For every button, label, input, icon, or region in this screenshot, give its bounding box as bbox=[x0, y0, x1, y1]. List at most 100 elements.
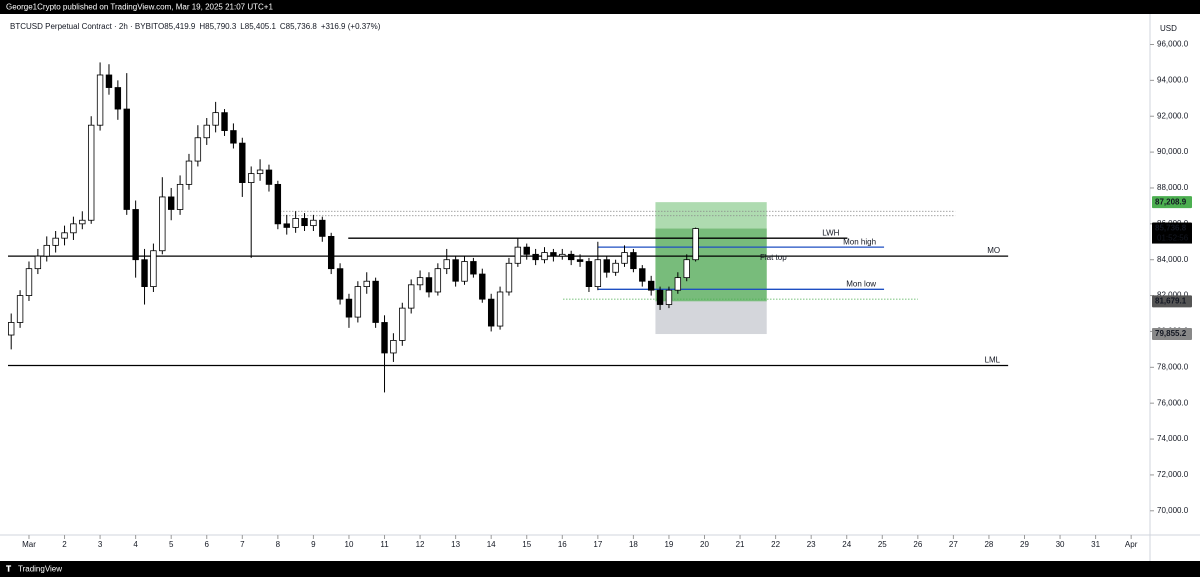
candle-body bbox=[212, 112, 219, 126]
candle-body bbox=[372, 280, 379, 323]
legend-value: O85,419.9 bbox=[158, 22, 196, 31]
level-label: Mon low bbox=[846, 279, 876, 288]
candle-body bbox=[665, 289, 673, 305]
x-tick-label: 28 bbox=[984, 540, 993, 549]
candle-body bbox=[310, 219, 317, 227]
legend-value: +316.9 (+0.37%) bbox=[321, 22, 381, 31]
legend-value: L85,405.1 bbox=[240, 22, 276, 31]
candle-body bbox=[416, 277, 424, 286]
candle-body bbox=[390, 340, 397, 354]
candle-body bbox=[16, 295, 24, 323]
chart-bg bbox=[0, 14, 1200, 561]
x-tick-label: 6 bbox=[205, 540, 210, 549]
candle-body bbox=[194, 137, 202, 162]
y-tick-label: 90,000.0 bbox=[1157, 147, 1189, 156]
candle-body bbox=[283, 223, 290, 228]
candle-body bbox=[425, 277, 433, 293]
price-label-bg bbox=[1152, 295, 1192, 308]
x-tick-label: 13 bbox=[451, 540, 460, 549]
x-tick-label: 26 bbox=[913, 540, 922, 549]
candle-body bbox=[576, 259, 584, 262]
candle-body bbox=[114, 87, 122, 110]
x-tick-label: 30 bbox=[1056, 540, 1065, 549]
candle-body bbox=[647, 280, 655, 291]
x-tick-label: Apr bbox=[1125, 540, 1138, 549]
price-label: 85,736.8 bbox=[1155, 224, 1187, 233]
brand-logo: 𝐓 bbox=[6, 565, 12, 574]
legend-value: H85,790.3 bbox=[199, 22, 236, 31]
y-tick-label: 78,000.0 bbox=[1157, 362, 1189, 371]
candle-body bbox=[532, 253, 539, 261]
price-label-bg bbox=[1152, 328, 1192, 341]
price-label: 87,208.9 bbox=[1155, 197, 1187, 206]
candle-body bbox=[523, 246, 530, 255]
level-label: LML bbox=[985, 356, 1001, 365]
x-tick-label: 7 bbox=[240, 540, 245, 549]
candle-body bbox=[87, 124, 95, 221]
x-tick-label: 27 bbox=[949, 540, 958, 549]
candle-body bbox=[345, 298, 353, 318]
candle-body bbox=[203, 124, 210, 139]
candle-body bbox=[470, 261, 477, 275]
y-tick-label: 70,000.0 bbox=[1157, 506, 1189, 515]
x-tick-label: 16 bbox=[558, 540, 567, 549]
y-tick-label: 74,000.0 bbox=[1157, 434, 1189, 443]
candle-body bbox=[656, 289, 664, 305]
candle-body bbox=[7, 322, 15, 336]
x-tick-label: 31 bbox=[1091, 540, 1100, 549]
x-tick-label: 18 bbox=[629, 540, 638, 549]
x-tick-label: Mar bbox=[22, 540, 36, 549]
y-tick-label: 84,000.0 bbox=[1157, 255, 1189, 264]
candle-body bbox=[123, 108, 130, 210]
candle-body bbox=[354, 286, 362, 318]
candle-body bbox=[221, 112, 228, 131]
candle-body bbox=[141, 259, 148, 288]
plot: MO LML LWH Mon high Mon low Flat top bbox=[7, 62, 1009, 393]
candle-body bbox=[274, 183, 282, 225]
candle-body bbox=[301, 218, 308, 227]
candle-body bbox=[79, 219, 86, 225]
candle-body bbox=[683, 259, 690, 279]
candle-body bbox=[167, 196, 175, 210]
candle-body bbox=[407, 284, 415, 309]
candle-body bbox=[292, 218, 299, 228]
candle-body bbox=[452, 259, 459, 282]
candle-body bbox=[96, 74, 104, 126]
x-tick-label: 14 bbox=[487, 540, 496, 549]
x-tick-label: 12 bbox=[416, 540, 425, 549]
candle-body bbox=[265, 169, 273, 185]
x-tick-label: 22 bbox=[771, 540, 780, 549]
y-tick-label: 92,000.0 bbox=[1157, 111, 1189, 120]
candle-body bbox=[381, 322, 388, 354]
candle-body bbox=[541, 252, 548, 261]
x-tick-label: 10 bbox=[345, 540, 354, 549]
candle-body bbox=[434, 268, 442, 293]
candle-body bbox=[514, 246, 522, 264]
position-stop-zone bbox=[655, 301, 767, 335]
candle-body bbox=[630, 252, 637, 270]
candle-body bbox=[70, 223, 77, 234]
candle-body bbox=[594, 259, 602, 288]
candle-body bbox=[61, 232, 68, 239]
x-tick-label: 5 bbox=[169, 540, 174, 549]
candle-body bbox=[603, 259, 610, 273]
level-label: MO bbox=[987, 246, 1000, 255]
x-tick-label: 8 bbox=[276, 540, 281, 549]
y-tick-label: 94,000.0 bbox=[1157, 75, 1189, 84]
brand: TradingView bbox=[18, 565, 62, 574]
candle-body bbox=[43, 244, 50, 257]
countdown-bg bbox=[1152, 233, 1192, 244]
candle-body bbox=[443, 259, 450, 270]
x-tick-label: 19 bbox=[664, 540, 673, 549]
x-tick-label: 9 bbox=[311, 540, 316, 549]
candle-body bbox=[612, 262, 619, 273]
candle-body bbox=[496, 291, 504, 327]
publisher: George1Crypto published on TradingView.c… bbox=[6, 3, 273, 12]
price-label-bg bbox=[1152, 222, 1192, 235]
candle-body bbox=[479, 273, 486, 300]
candle-body bbox=[639, 268, 646, 282]
x-tick-label: 20 bbox=[700, 540, 709, 549]
x-tick-label: 11 bbox=[380, 540, 389, 549]
candle-body bbox=[550, 252, 557, 257]
